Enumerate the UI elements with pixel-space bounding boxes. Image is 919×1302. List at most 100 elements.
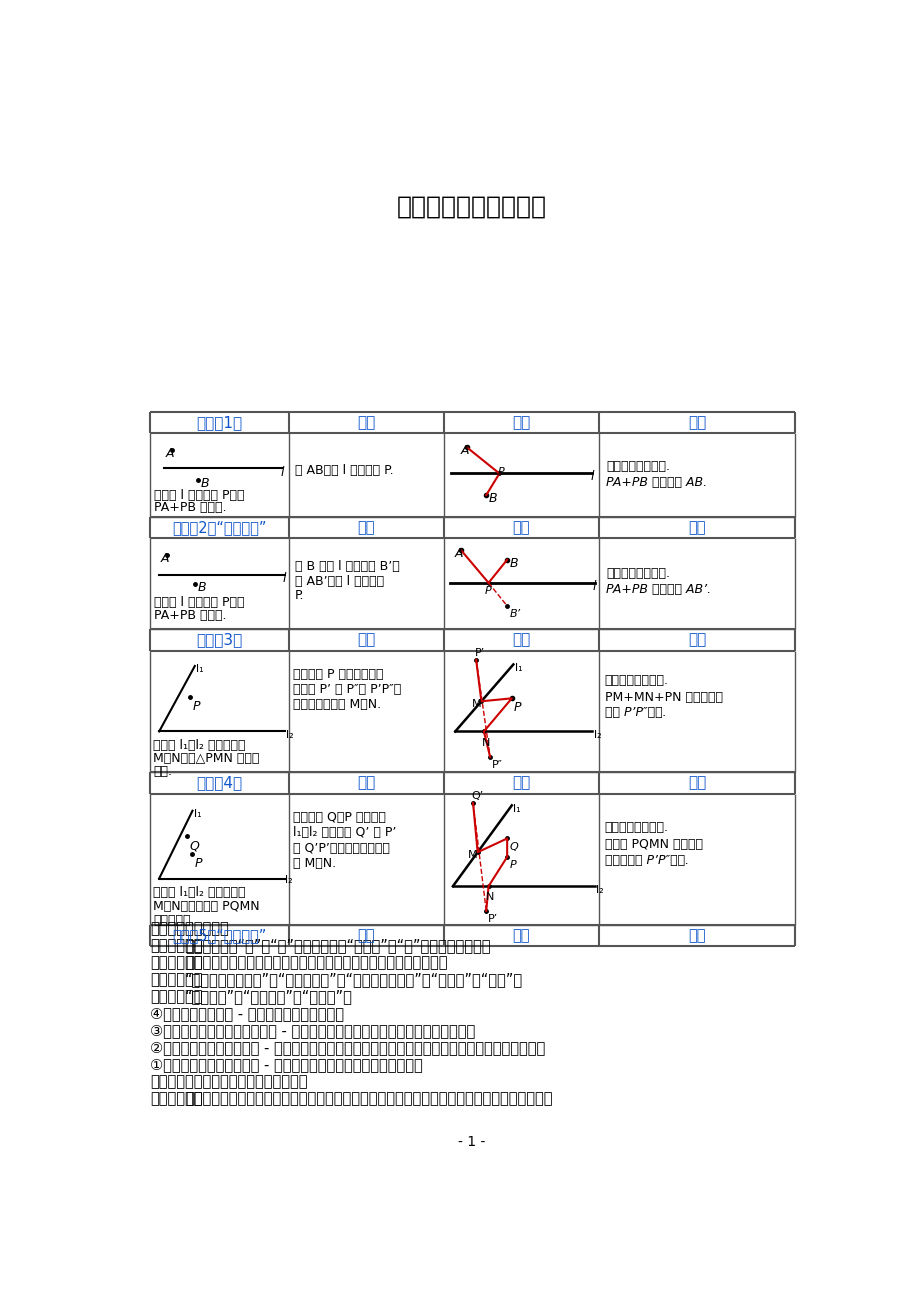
Text: Q’: Q’ <box>471 792 483 802</box>
Text: l₁: l₁ <box>196 664 204 674</box>
Text: l₁: l₁ <box>194 810 201 819</box>
Text: PA+PB 最小值为 AB’.: PA+PB 最小值为 AB’. <box>606 583 710 596</box>
Text: l₁: l₁ <box>515 663 522 673</box>
Text: - 1 -: - 1 - <box>458 1135 484 1148</box>
Text: 【十二个基本问题】: 【十二个基本问题】 <box>150 922 229 936</box>
Text: 图形: 图形 <box>511 633 529 647</box>
Text: P: P <box>195 857 202 870</box>
Text: A: A <box>161 552 169 565</box>
Text: PA+PB 值最小.: PA+PB 值最小. <box>153 501 226 514</box>
Text: 作 B 关于 l 的对称点 B’，: 作 B 关于 l 的对称点 B’， <box>295 560 399 573</box>
Text: M、N，使四边形 PQMN: M、N，使四边形 PQMN <box>153 900 259 913</box>
Text: 连 AB’，与 l 交点即为: 连 AB’，与 l 交点即为 <box>295 575 383 589</box>
Text: P: P <box>484 586 491 596</box>
Text: 作法: 作法 <box>357 776 375 790</box>
Text: P: P <box>497 466 504 477</box>
Text: B: B <box>198 581 207 594</box>
Text: 最小.: 最小. <box>153 766 172 779</box>
Text: Q: Q <box>189 840 199 853</box>
Text: P’: P’ <box>474 648 484 659</box>
Text: 找对称点实现“折”转“直”，近两年出现“三折线”转“直”等变式问题考查．: 找对称点实现“折”转“直”，近两年出现“三折线”转“直”等变式问题考查． <box>185 939 490 953</box>
Text: 【问题概述】: 【问题概述】 <box>150 1091 202 1105</box>
Text: 【问题原型】: 【问题原型】 <box>150 990 202 1004</box>
Text: 四边形 PQMN 周长的最: 四边形 PQMN 周长的最 <box>604 838 702 852</box>
Text: B: B <box>509 557 517 570</box>
Text: 分别作点 Q、P 关于直线: 分别作点 Q、P 关于直线 <box>293 811 386 824</box>
Text: ③确定起点终点的最短路径问题 - 即已知起点和终点，求两结点之间的最短路径．: ③确定起点终点的最短路径问题 - 即已知起点和终点，求两结点之间的最短路径． <box>150 1023 474 1038</box>
Text: 在直线 l₁、l₂ 上分别求点: 在直线 l₁、l₂ 上分别求点 <box>153 887 245 900</box>
Text: ②确定终点的最短路径问题 - 与确定起点的问题相反，该问题是已知终结结点，求最短路径的问题．: ②确定终点的最短路径问题 - 与确定起点的问题相反，该问题是已知终结结点，求最短… <box>150 1040 545 1055</box>
Text: 分别作点 P 关于两直线的: 分别作点 P 关于两直线的 <box>293 668 383 681</box>
Text: “将军饮马”，“造桥选址”，“费马点”．: “将军饮马”，“造桥选址”，“费马点”． <box>185 990 353 1004</box>
Text: 原理: 原理 <box>687 776 706 790</box>
Text: 原理: 原理 <box>687 519 705 535</box>
Text: N: N <box>486 892 494 902</box>
Text: 在直线 l₁、l₂ 上分别求点: 在直线 l₁、l₂ 上分别求点 <box>153 740 245 753</box>
Text: 最短路径问题是图论研究中的一个经典算法问题，旨在寻找图（由结点和路径组成的）中两结点: 最短路径问题是图论研究中的一个经典算法问题，旨在寻找图（由结点和路径组成的）中两… <box>185 1091 552 1105</box>
Text: 角、三角形、菱形、矩形、正方形、梯形、圆、坐标轴、抛物线等．: 角、三角形、菱形、矩形、正方形、梯形、圆、坐标轴、抛物线等． <box>185 956 447 970</box>
Text: PA+PB 最小值为 AB.: PA+PB 最小值为 AB. <box>606 475 707 488</box>
Text: 作法: 作法 <box>357 519 374 535</box>
Text: B: B <box>488 492 496 505</box>
Text: 【出题背景】: 【出题背景】 <box>150 956 202 970</box>
Text: ④全局最短路径问题 - 求图中所有的最短路径．: ④全局最短路径问题 - 求图中所有的最短路径． <box>150 1006 344 1021</box>
Text: P: P <box>192 700 199 713</box>
Text: l₁、l₂ 的对称点 Q’ 和 P’: l₁、l₂ 的对称点 Q’ 和 P’ <box>293 827 396 840</box>
Text: 【问题4】: 【问题4】 <box>196 776 242 790</box>
Text: M: M <box>471 699 482 708</box>
Text: B: B <box>200 478 209 491</box>
Text: 在直线 l 上求一点 P，使: 在直线 l 上求一点 P，使 <box>153 596 244 609</box>
Text: 连 AB，与 l 交点即为 P.: 连 AB，与 l 交点即为 P. <box>295 465 393 478</box>
Text: P: P <box>509 861 516 870</box>
Text: P: P <box>514 702 521 715</box>
Text: P’: P’ <box>487 914 497 924</box>
Text: 原理: 原理 <box>687 928 705 943</box>
Text: 两点之间线段最短.: 两点之间线段最短. <box>606 461 670 474</box>
Text: l₂: l₂ <box>594 730 601 740</box>
Text: 【问题2】“将军饮马”: 【问题2】“将军饮马” <box>172 519 267 535</box>
Text: l₂: l₂ <box>285 875 292 885</box>
Text: 【问题1】: 【问题1】 <box>196 415 242 430</box>
Text: 之间的最短路径．算法具体的形式包括：: 之间的最短路径．算法具体的形式包括： <box>150 1074 307 1088</box>
Text: N: N <box>481 738 490 747</box>
Text: PA+PB 值最小.: PA+PB 值最小. <box>153 609 226 622</box>
Text: 两点之间线段最短.: 两点之间线段最短. <box>604 673 668 686</box>
Text: l: l <box>590 470 594 483</box>
Text: 两点之间线段最短.: 两点之间线段最短. <box>604 820 668 833</box>
Text: l₁: l₁ <box>513 803 520 814</box>
Text: l₂: l₂ <box>286 730 294 740</box>
Text: l₂: l₂ <box>596 884 603 894</box>
Text: 原理: 原理 <box>687 633 706 647</box>
Text: 连 Q’P’，与两直线交点即: 连 Q’P’，与两直线交点即 <box>293 841 390 854</box>
Text: 图形: 图形 <box>512 519 529 535</box>
Text: 初二数学最短路径问题: 初二数学最短路径问题 <box>396 195 546 219</box>
Text: 原理: 原理 <box>687 415 706 430</box>
Text: 【问题5】“造桥选址”: 【问题5】“造桥选址” <box>172 928 267 943</box>
Text: 为 M、N.: 为 M、N. <box>293 857 336 870</box>
Text: 图形: 图形 <box>512 928 529 943</box>
Text: A: A <box>460 444 469 457</box>
Text: 两直线交点即为 M、N.: 两直线交点即为 M、N. <box>293 698 381 711</box>
Text: 对称点 P’ 和 P″连 P’P″与: 对称点 P’ 和 P″连 P’P″与 <box>293 684 401 697</box>
Text: 作法: 作法 <box>357 415 375 430</box>
Text: 作法: 作法 <box>357 928 374 943</box>
Text: 的周长最小.: 的周长最小. <box>153 914 194 927</box>
Text: A: A <box>165 448 174 461</box>
Text: PM+MN+PN 的最小值为: PM+MN+PN 的最小值为 <box>604 690 722 703</box>
Text: 【解题思路】: 【解题思路】 <box>150 939 202 953</box>
Text: 作法: 作法 <box>357 633 375 647</box>
Text: 小值为线段 P’P″的长.: 小值为线段 P’P″的长. <box>604 854 688 867</box>
Text: B’: B’ <box>509 609 520 618</box>
Text: 在直线 l 上求一点 P，使: 在直线 l 上求一点 P，使 <box>153 488 244 501</box>
Text: P″: P″ <box>491 760 502 769</box>
Text: M、N，使△PMN 的周长: M、N，使△PMN 的周长 <box>153 753 259 766</box>
Text: 图形: 图形 <box>511 415 529 430</box>
Text: l: l <box>592 579 596 592</box>
Text: 图形: 图形 <box>511 776 529 790</box>
Text: Q: Q <box>509 841 517 852</box>
Text: l: l <box>282 572 286 585</box>
Text: “两点之间线段最短”，“垂线段最短”，“三角形三边关系”，“轴对称”，“平移”．: “两点之间线段最短”，“垂线段最短”，“三角形三边关系”，“轴对称”，“平移”． <box>185 973 523 987</box>
Text: 【问题3】: 【问题3】 <box>196 633 242 647</box>
Text: A: A <box>454 547 462 560</box>
Text: ①确定起点的最短路径问题 - 即已知起始结点，求最短路径的问题．: ①确定起点的最短路径问题 - 即已知起始结点，求最短路径的问题． <box>150 1057 422 1072</box>
